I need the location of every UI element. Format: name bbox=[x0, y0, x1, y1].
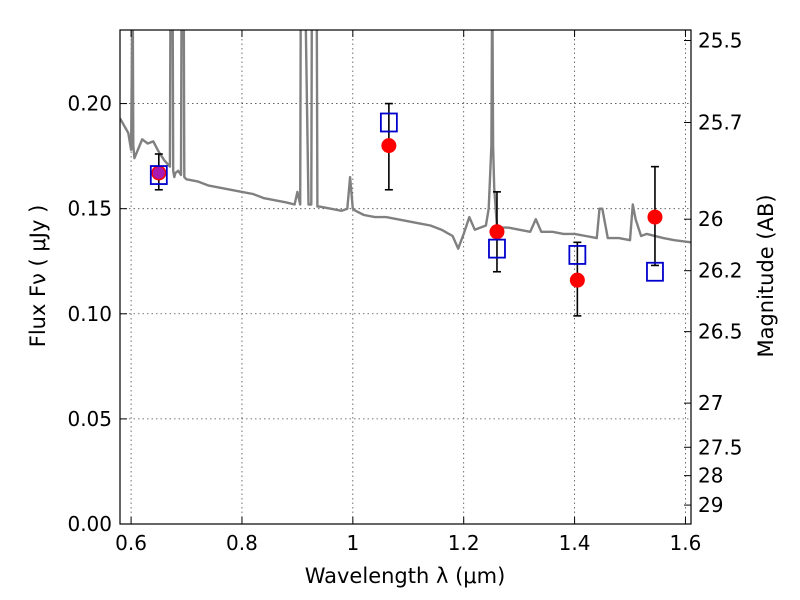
observed-point bbox=[569, 272, 585, 288]
model-spectrum-layer bbox=[120, 30, 691, 250]
right-tick-label: 25.5 bbox=[698, 29, 743, 53]
y-tick-label: 0.10 bbox=[67, 302, 112, 326]
axis-ticks: 0.6 0.8 1 1.2 1.4 1.6 0.00 0.05 0.10 0.15 0.20 25.5… bbox=[67, 29, 742, 555]
model-photometry-point bbox=[488, 238, 506, 259]
overlap-point bbox=[152, 166, 165, 179]
y-tick-label: 0.15 bbox=[67, 197, 112, 221]
y-tick-label: 0.00 bbox=[67, 512, 112, 536]
observed-points-layer bbox=[151, 138, 663, 288]
model-photometry-point bbox=[379, 112, 398, 133]
right-tick-label: 25.7 bbox=[698, 110, 743, 134]
model-spectrum-line bbox=[120, 30, 691, 250]
right-tick-label: 29 bbox=[698, 493, 723, 517]
y-axis-label: Flux Fν ( μJy ) bbox=[26, 205, 50, 348]
x-tick-label: 1 bbox=[346, 531, 359, 555]
x-tick-label: 0.8 bbox=[226, 531, 258, 555]
right-tick-label: 27.5 bbox=[698, 435, 743, 459]
observed-point bbox=[381, 138, 397, 154]
x-tick-label: 1.2 bbox=[448, 531, 480, 555]
grid-lines bbox=[120, 30, 691, 524]
model-photometry-point bbox=[149, 165, 168, 185]
right-tick-label: 26 bbox=[698, 207, 723, 231]
x-tick-label: 1.6 bbox=[670, 531, 702, 555]
model-photometry-point bbox=[646, 261, 664, 282]
right-tick-label: 26.5 bbox=[698, 320, 743, 344]
model-photometry-point bbox=[568, 245, 587, 265]
x-axis-label: Wavelength λ (μm) bbox=[305, 564, 506, 588]
right-tick-label: 26.2 bbox=[698, 259, 743, 283]
x-tick-label: 1.4 bbox=[559, 531, 591, 555]
plot-frame bbox=[119, 29, 692, 525]
right-tick-label: 27 bbox=[698, 391, 723, 415]
y-tick-label: 0.05 bbox=[67, 407, 112, 431]
right-axis-label: Magnitude (AB) bbox=[754, 194, 778, 357]
right-tick-label: 28 bbox=[698, 464, 723, 488]
model-photometry-layer bbox=[149, 112, 664, 282]
x-tick-label: 0.6 bbox=[115, 531, 147, 555]
y-tick-label: 0.20 bbox=[67, 92, 112, 116]
observed-point bbox=[647, 209, 663, 225]
observed-point bbox=[489, 224, 505, 240]
